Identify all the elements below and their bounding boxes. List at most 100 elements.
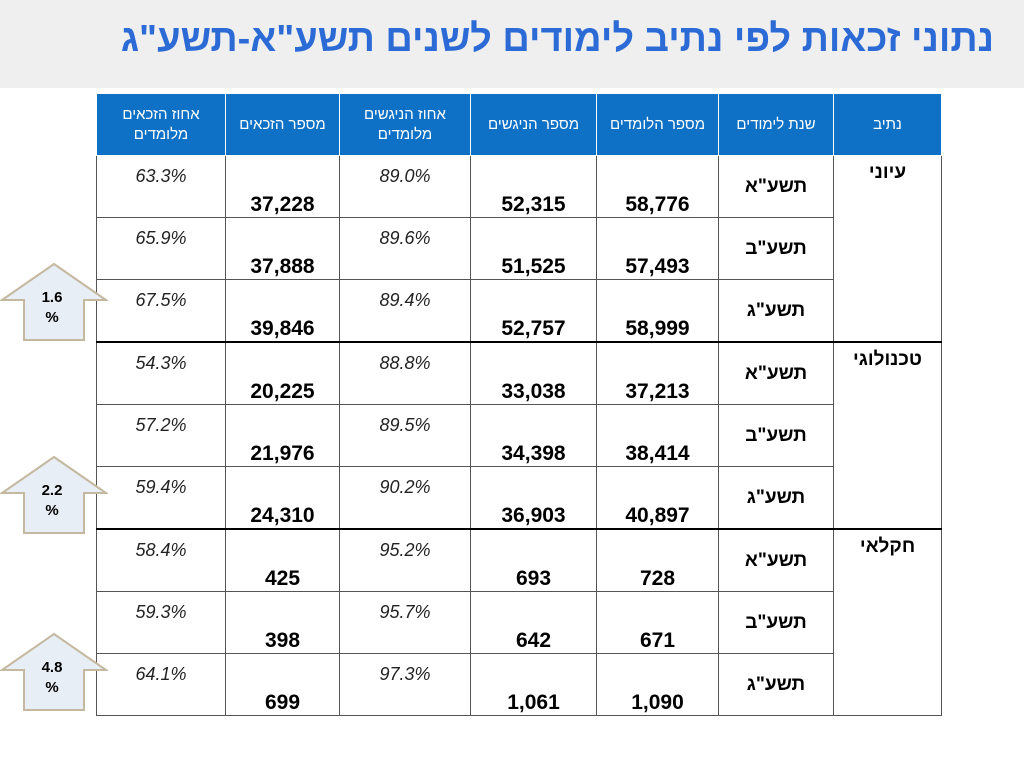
examinees-value: 1,061: [507, 691, 560, 714]
eligible-pct-value: 67.5%: [135, 290, 187, 310]
eligible-pct-value: 54.3%: [135, 353, 187, 373]
eligible-cell: 398: [225, 591, 340, 654]
eligible-pct-value: 57.2%: [135, 415, 187, 435]
examinees-pct-cell: 95.2%: [339, 528, 471, 592]
examinees-pct-value: 90.2%: [379, 477, 431, 497]
students-value: 58,999: [625, 317, 690, 340]
examinees-cell: 36,903: [470, 466, 597, 530]
examinees-pct-cell: 90.2%: [339, 466, 471, 530]
eligible-pct-cell: 58.4%: [96, 528, 226, 592]
students-cell: 671: [596, 591, 719, 654]
eligible-value: 21,976: [250, 442, 315, 465]
examinees-value: 34,398: [501, 442, 566, 465]
up-arrow: 2.2 %: [0, 455, 108, 535]
table-row: תשע"ג 1,090 1,061 97.3% 699 64.1%: [96, 653, 942, 716]
examinees-pct-cell: 97.3%: [339, 653, 471, 716]
examinees-pct-value: 89.6%: [379, 228, 431, 248]
table-row: חקלאי תשע"א 728 693 95.2% 425 58.4%: [96, 528, 942, 716]
eligible-value: 37,228: [250, 193, 315, 216]
students-cell: 728: [596, 528, 719, 592]
up-arrow: 4.8 %: [0, 632, 108, 712]
year-cell: תשע"א: [718, 341, 834, 405]
table-row: טכנולוגי תשע"א 37,213 33,038 88.8% 20,22…: [96, 341, 942, 530]
up-arrow-icon: [0, 262, 108, 341]
arrow-value: 4.8: [41, 659, 63, 676]
header-eligible-pct: אחוז הזכאים מלומדים: [96, 93, 226, 156]
table-row: תשע"ב 671 642 95.7% 398 59.3%: [96, 591, 942, 654]
year-cell: תשע"ג: [718, 466, 834, 530]
year-cell: תשע"ג: [718, 279, 834, 343]
students-cell: 38,414: [596, 404, 719, 467]
students-value: 40,897: [625, 504, 690, 527]
examinees-cell: 51,525: [470, 217, 597, 280]
examinees-cell: 34,398: [470, 404, 597, 467]
year-cell: תשע"א: [718, 528, 834, 592]
eligible-pct-cell: 54.3%: [96, 341, 226, 405]
arrow-value: 2.2: [41, 482, 63, 499]
eligible-pct-value: 63.3%: [135, 166, 187, 186]
eligible-cell: 425: [225, 528, 340, 592]
eligible-pct-cell: 65.9%: [96, 217, 226, 280]
examinees-pct-value: 89.5%: [379, 415, 431, 435]
eligible-value: 398: [264, 629, 301, 652]
examinees-value: 52,757: [501, 317, 566, 340]
examinees-pct-cell: 89.4%: [339, 279, 471, 343]
table-row: תשע"ג 40,897 36,903 90.2% 24,310 59.4%: [96, 466, 942, 530]
eligible-pct-value: 58.4%: [135, 540, 187, 560]
examinees-pct-cell: 89.6%: [339, 217, 471, 280]
examinees-cell: 52,315: [470, 155, 597, 218]
table-row: תשע"ב 38,414 34,398 89.5% 21,976 57.2%: [96, 404, 942, 467]
arrow-unit: %: [45, 309, 59, 326]
track-cell: טכנולוגי: [833, 341, 942, 530]
examinees-pct-value: 89.4%: [379, 290, 431, 310]
eligible-pct-cell: 57.2%: [96, 404, 226, 467]
examinees-cell: 52,757: [470, 279, 597, 343]
students-value: 57,493: [625, 255, 690, 278]
eligible-pct-value: 64.1%: [135, 664, 187, 684]
examinees-value: 33,038: [501, 380, 566, 403]
students-value: 37,213: [625, 380, 690, 403]
eligible-cell: 37,228: [225, 155, 340, 218]
students-cell: 58,776: [596, 155, 719, 218]
header-eligible: מספר הזכאים: [225, 93, 340, 156]
eligible-pct-cell: 67.5%: [96, 279, 226, 343]
year-cell: תשע"ב: [718, 404, 834, 467]
eligible-cell: 37,888: [225, 217, 340, 280]
eligible-pct-value: 59.3%: [135, 602, 187, 622]
students-cell: 58,999: [596, 279, 719, 343]
eligible-value: 39,846: [250, 317, 315, 340]
header-examinees-pct: אחוז הניגשים מלומדים: [339, 93, 471, 156]
examinees-cell: 642: [470, 591, 597, 654]
students-cell: 57,493: [596, 217, 719, 280]
examinees-value: 36,903: [501, 504, 566, 527]
students-cell: 1,090: [596, 653, 719, 716]
examinees-pct-value: 89.0%: [379, 166, 431, 186]
examinees-pct-value: 95.7%: [379, 602, 431, 622]
page-title: נתוני זכאות לפי נתיב לימודים לשנים תשע"א…: [120, 18, 994, 60]
examinees-value: 52,315: [501, 193, 566, 216]
eligible-cell: 699: [225, 653, 340, 716]
eligible-cell: 24,310: [225, 466, 340, 530]
eligible-pct-cell: 59.4%: [96, 466, 226, 530]
up-arrow-icon: [0, 455, 108, 534]
examinees-cell: 33,038: [470, 341, 597, 405]
eligible-cell: 20,225: [225, 341, 340, 405]
table-row: עיוני תשע"א 58,776 52,315 89.0% 37,228 6…: [96, 155, 942, 343]
year-cell: תשע"א: [718, 155, 834, 218]
eligible-pct-cell: 59.3%: [96, 591, 226, 654]
examinees-value: 693: [515, 567, 552, 590]
table-row: תשע"ג 58,999 52,757 89.4% 39,846 67.5%: [96, 279, 942, 343]
eligible-value: 20,225: [250, 380, 315, 403]
examinees-pct-value: 95.2%: [379, 540, 431, 560]
arrow-unit: %: [45, 679, 59, 696]
students-value: 728: [639, 567, 676, 590]
header-track: נתיב: [833, 93, 942, 156]
table-header-row: נתיב שנת לימודים מספר הלומדים מספר הניגש…: [96, 93, 942, 156]
eligible-cell: 39,846: [225, 279, 340, 343]
arrow-unit: %: [45, 502, 59, 519]
eligible-value: 24,310: [250, 504, 315, 527]
eligible-value: 699: [264, 691, 301, 714]
examinees-cell: 1,061: [470, 653, 597, 716]
eligible-pct-value: 59.4%: [135, 477, 187, 497]
eligibility-table: נתיב שנת לימודים מספר הלומדים מספר הניגש…: [96, 93, 942, 716]
